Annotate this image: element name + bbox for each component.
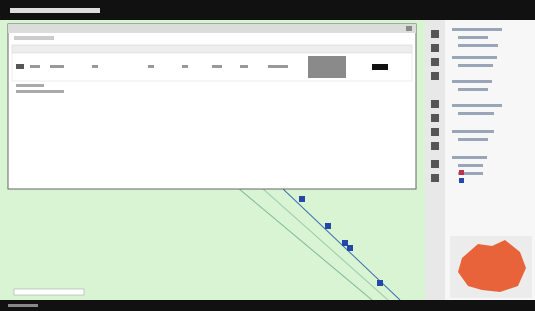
footer-placeholder: [16, 84, 44, 87]
scale-bar: [14, 289, 84, 295]
map-point[interactable]: [377, 280, 383, 286]
photo-thumbnail[interactable]: [308, 56, 346, 78]
layer-item[interactable]: [452, 80, 492, 83]
layer-item[interactable]: [458, 88, 488, 91]
page: (() => { const data = JSON.parse(documen…: [0, 0, 535, 311]
tool-button[interactable]: [431, 58, 439, 66]
tool-button[interactable]: [431, 100, 439, 108]
dialog-toolbar: [14, 36, 54, 40]
cell-placeholder: [268, 65, 288, 68]
tool-button[interactable]: [431, 174, 439, 182]
map-point[interactable]: [299, 196, 305, 202]
layer-item[interactable]: [452, 130, 494, 133]
dialog: [8, 24, 416, 189]
layer-item[interactable]: [458, 64, 493, 67]
legend-swatch: [459, 170, 464, 175]
footer-placeholder: [16, 90, 64, 93]
row-icon[interactable]: [16, 64, 24, 69]
tool-button[interactable]: [431, 30, 439, 38]
tool-button[interactable]: [431, 114, 439, 122]
tool-button[interactable]: [431, 160, 439, 168]
map-point[interactable]: [325, 223, 331, 229]
cell-placeholder: [182, 65, 188, 68]
layer-item[interactable]: [458, 112, 494, 115]
layer-item[interactable]: [458, 164, 483, 167]
app-title-placeholder: [10, 8, 100, 13]
color-swatch: [372, 64, 388, 70]
map-point[interactable]: [347, 245, 353, 251]
layer-item[interactable]: [452, 28, 502, 31]
tool-button[interactable]: [431, 142, 439, 150]
status-placeholder: [8, 304, 38, 307]
screen: [0, 0, 535, 311]
table-header: [12, 45, 412, 53]
layer-item[interactable]: [452, 56, 497, 59]
layer-item[interactable]: [458, 36, 488, 39]
legend-swatch: [459, 178, 464, 183]
status-bar: [0, 300, 535, 311]
layer-item[interactable]: [458, 138, 488, 141]
dialog-titlebar: [8, 24, 416, 33]
tool-button[interactable]: [431, 128, 439, 136]
cell-placeholder: [50, 65, 64, 68]
layer-item[interactable]: [452, 104, 502, 107]
dialog-close[interactable]: [406, 26, 412, 31]
layer-item[interactable]: [452, 156, 487, 159]
cell-placeholder: [148, 65, 154, 68]
tool-button[interactable]: [431, 44, 439, 52]
cell-placeholder: [240, 65, 248, 68]
cell-placeholder: [212, 65, 222, 68]
tool-button[interactable]: [431, 72, 439, 80]
cell-placeholder: [30, 65, 40, 68]
cell-placeholder: [92, 65, 98, 68]
layer-item[interactable]: [458, 44, 498, 47]
